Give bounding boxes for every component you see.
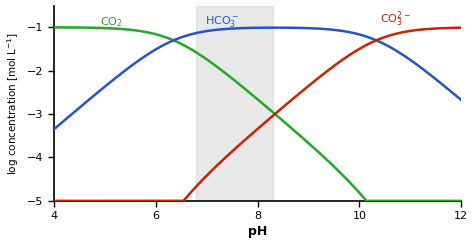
Bar [196, 6, 273, 201]
Y-axis label: log concentration [mol L$^{-1}$]: log concentration [mol L$^{-1}$] [6, 32, 21, 175]
Text: CO$_3^{2-}$: CO$_3^{2-}$ [380, 10, 410, 30]
X-axis label: pH: pH [248, 225, 267, 238]
Text: CO$_2$: CO$_2$ [100, 16, 122, 30]
Text: HCO$_3^-$: HCO$_3^-$ [205, 14, 239, 30]
